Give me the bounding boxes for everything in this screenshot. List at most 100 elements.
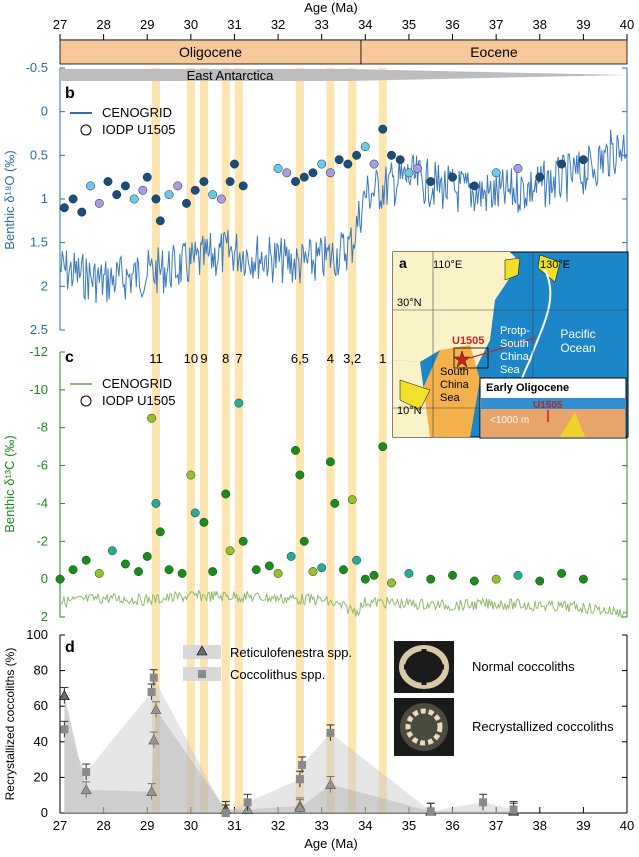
inset-site-line	[469, 337, 536, 359]
u1505-c13-point	[142, 551, 152, 561]
u1505-c13-point	[535, 576, 545, 586]
u1505-o18-point	[469, 181, 479, 191]
top-xtick-label-33: 33	[314, 17, 328, 32]
u1505-c13-point	[448, 570, 457, 580]
inset-pacific-1: Pacific	[560, 327, 595, 341]
bottom-xtick-label-40: 40	[620, 818, 634, 833]
u1505-c13-point	[55, 574, 65, 584]
b-ytick-label-0: 0	[41, 104, 48, 119]
c-ytick-label--6: -6	[36, 458, 48, 473]
d-ytick-label-40: 40	[34, 734, 48, 749]
legend-b-cenogrid: CENOGRID	[102, 105, 172, 120]
u1505-c13-point	[147, 413, 157, 423]
u1505-c13-point	[177, 569, 187, 578]
c-ytick-label--12: -12	[29, 344, 48, 359]
u1505-c13-point	[557, 569, 567, 578]
top-xtick-label-34: 34	[358, 17, 372, 32]
event-label-7: 7	[235, 351, 242, 366]
inset-site-label: U1505	[452, 335, 484, 347]
u1505-c13-point	[164, 565, 174, 575]
u1505-o18-point	[155, 216, 165, 226]
u1505-o18-point	[208, 190, 218, 200]
epoch-bar: Oligocene Eocene East Antarctica	[59, 39, 628, 83]
u1505-c13-point	[469, 576, 479, 586]
subinset-title: Early Oligocene	[486, 382, 569, 394]
bottom-xtick-label-34: 34	[358, 818, 372, 833]
panel-c-c13: c 11 10 9 8 7 6,5 4 3,2 1 CENOGRID IODP U1505	[55, 349, 628, 619]
inset-proto-2: South	[500, 338, 529, 350]
u1505-c13-point	[325, 457, 335, 467]
cenogrid-c13-line	[59, 588, 628, 619]
ice-sheet-wedge	[60, 69, 627, 81]
u1505-o18-point	[325, 168, 335, 178]
top-xtick-label-39: 39	[576, 17, 590, 32]
inset-site-box	[453, 347, 489, 369]
u1505-o18-point	[151, 194, 161, 204]
reticulofenestra-point	[146, 786, 158, 796]
panel-d-recrystallized: d Reticulofenestra spp. Coccolithus spp.	[58, 639, 520, 817]
c-ytick-label-2: 2	[41, 609, 48, 624]
u1505-c13-point	[330, 498, 340, 508]
u1505-o18-point	[282, 168, 292, 178]
u1505-c13-point	[578, 574, 588, 584]
u1505-c13-point	[317, 563, 327, 573]
top-axis-title: Age (Ma)	[304, 0, 357, 15]
inset-proto-4: Sea	[500, 364, 520, 376]
subinset-site: U1505	[533, 400, 563, 411]
highlight-band-1	[186, 68, 195, 813]
epoch-label-eocene: Eocene	[470, 44, 518, 60]
u1505-c13-point	[199, 517, 209, 527]
u1505-c13-point	[238, 536, 248, 546]
c-ytick-label--8: -8	[36, 420, 48, 435]
u1505-o18-point	[230, 159, 239, 169]
u1505-c13-point	[295, 470, 305, 480]
inset-lon-110: 110°E	[433, 259, 462, 271]
top-xtick-label-30: 30	[184, 17, 198, 32]
highlight-band-8	[378, 68, 387, 813]
highlight-band-5	[295, 68, 304, 813]
u1505-c13-point	[264, 561, 274, 571]
u1505-o18-point	[299, 172, 309, 182]
legend-c-u1505: IODP U1505	[102, 393, 175, 408]
u1505-o18-point	[77, 207, 87, 217]
b-ylabel: Benthic δ¹⁸O (‰)	[2, 150, 17, 249]
highlight-band-4	[234, 68, 243, 813]
reticulofenestra-point	[148, 734, 160, 745]
d-ylabel: Recrystallized coccoliths (%)	[3, 648, 17, 801]
u1505-c13-point	[225, 546, 235, 556]
event-label-9: 9	[200, 351, 207, 366]
u1505-o18-point	[535, 172, 545, 182]
legend-c-cenogrid: CENOGRID	[102, 376, 172, 391]
legend-d-square	[198, 670, 206, 678]
u1505-o18-point	[120, 181, 130, 191]
u1505-c13-point	[369, 570, 379, 580]
event-label-11: 11	[149, 351, 163, 366]
bottom-axis-title: Age (Ma)	[304, 836, 357, 851]
highlight-band-7	[348, 68, 357, 813]
u1505-o18-point	[238, 181, 248, 191]
u1505-c13-point	[291, 445, 300, 455]
u1505-o18-point	[404, 168, 414, 178]
u1505-o18-point	[513, 163, 523, 173]
event-label-8: 8	[222, 351, 229, 366]
coccolithus-point	[221, 809, 230, 817]
coccolithus-point	[509, 805, 518, 814]
legend-d-coccolithus: Coccolithus spp.	[230, 667, 325, 682]
top-xtick-label-29: 29	[140, 17, 154, 32]
inset-scs-2: China	[440, 379, 470, 391]
event-label-1: 1	[379, 351, 386, 366]
event-label-10: 10	[184, 351, 198, 366]
coccolithus-point	[479, 798, 488, 807]
u1505-o18-point	[273, 163, 283, 173]
inset-yellow-1	[504, 257, 521, 281]
u1505-c13-point	[186, 470, 196, 480]
c-ytick-label--10: -10	[29, 382, 48, 397]
u1505-o18-point	[142, 172, 152, 182]
u1505-o18-point	[68, 194, 78, 204]
subinset-magma	[560, 412, 585, 437]
c-ytick-label--4: -4	[36, 495, 48, 510]
u1505-o18-point	[491, 168, 501, 178]
u1505-c13-point	[352, 555, 362, 565]
bottom-xtick-label-37: 37	[489, 818, 503, 833]
